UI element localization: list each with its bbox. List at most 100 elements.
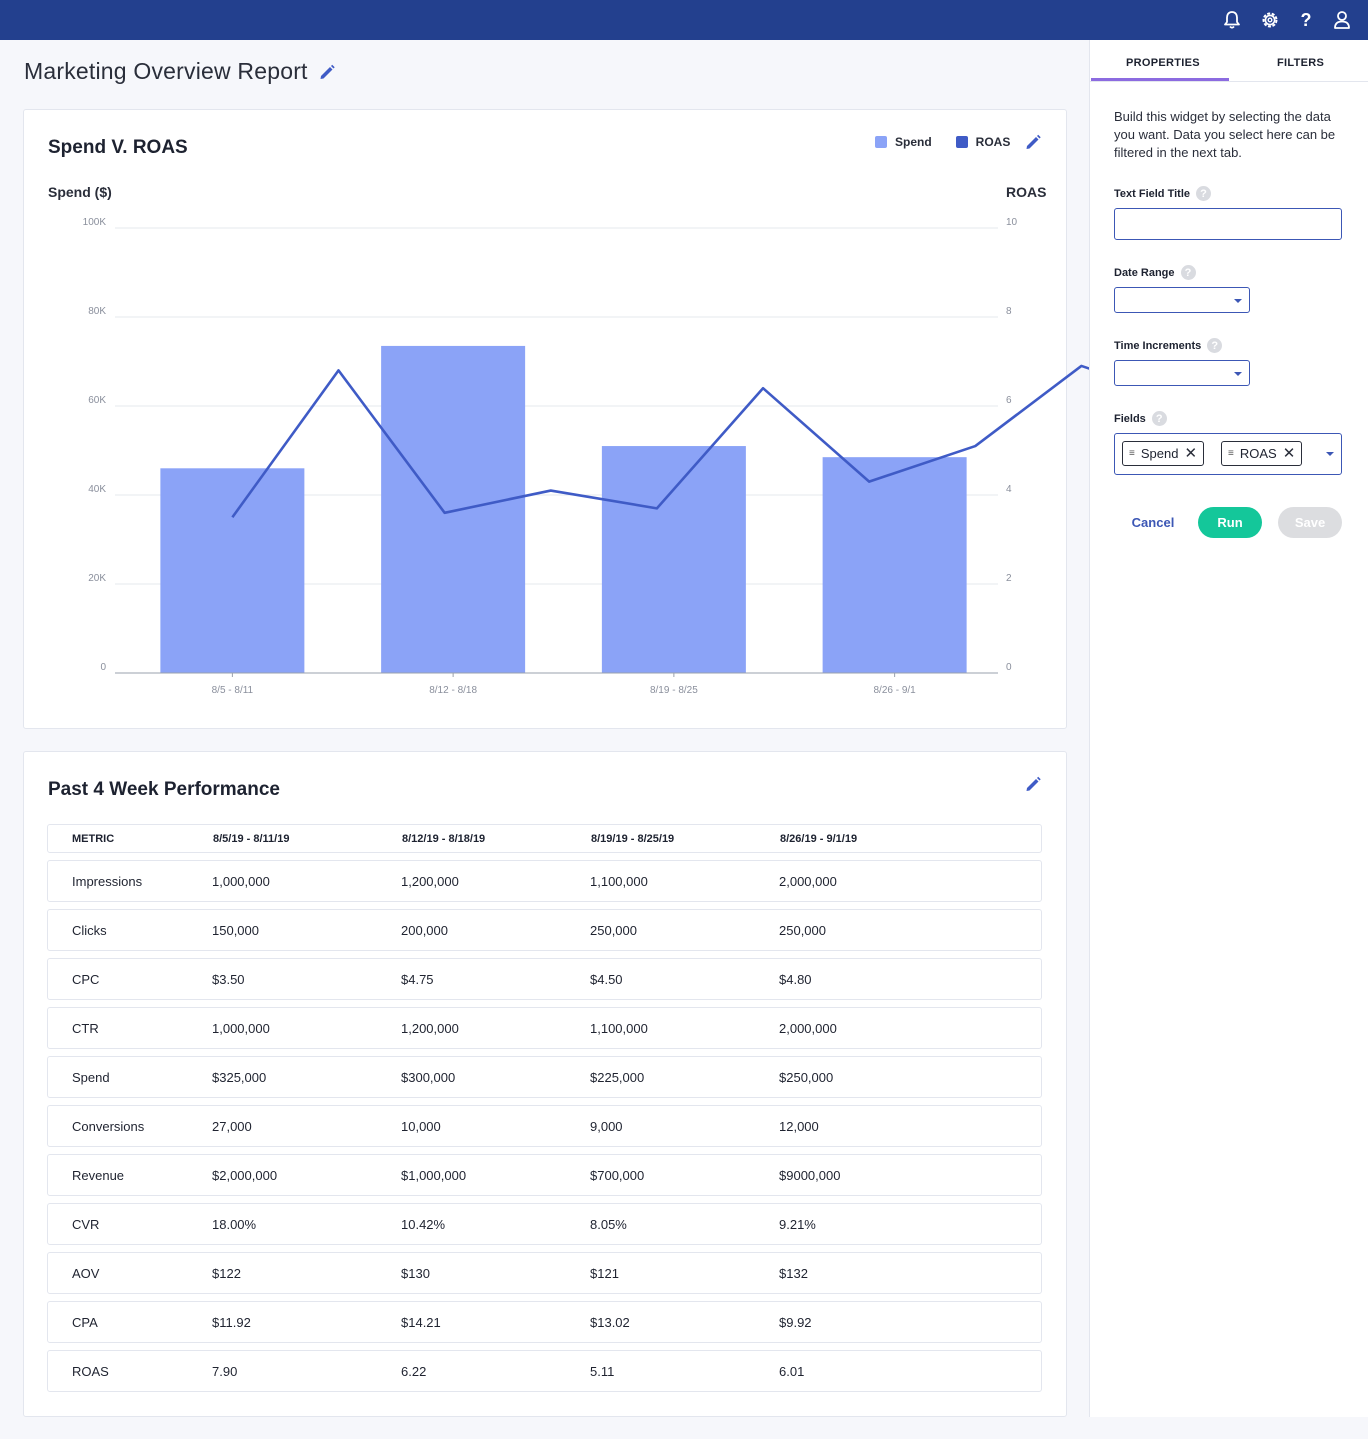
panel-description: Build this widget by selecting the data …: [1114, 109, 1336, 160]
x-axis-tick-label: 8/19 - 8/25: [650, 685, 698, 696]
table-row: Revenue $2,000,000 $1,000,000 $700,000 $…: [47, 1154, 1042, 1196]
tab-filters[interactable]: FILTERS: [1277, 57, 1325, 69]
time-increments-label: Time Increments ?: [1114, 338, 1223, 353]
table-row: Conversions 27,000 10,000 9,000 12,000: [47, 1105, 1042, 1147]
page-title: Marketing Overview Report: [24, 58, 308, 84]
table-row: Spend $325,000 $300,000 $225,000 $250,00…: [47, 1056, 1042, 1098]
table-row: Clicks 150,000 200,000 250,000 250,000: [47, 909, 1042, 951]
fields-label: Fields ?: [1114, 411, 1167, 426]
left-axis-title: Spend ($): [48, 184, 112, 200]
header-cell: 8/26/19 - 9/1/19: [780, 833, 858, 845]
metric-cell: Impressions: [72, 874, 143, 889]
chevron-down-icon[interactable]: [1326, 452, 1334, 456]
spend-bar: [822, 457, 967, 673]
left-axis-tick-label: 20K: [88, 573, 106, 584]
spend-bar: [381, 345, 526, 673]
right-axis-tick-label: 2: [1006, 573, 1012, 584]
bell-icon[interactable]: [1220, 8, 1244, 32]
top-navigation-bar: ?: [0, 0, 1368, 40]
x-axis-tick-label: 8/26 - 9/1: [873, 685, 916, 696]
value-cell: 250,000: [590, 923, 637, 938]
spend-legend-swatch: [875, 136, 887, 148]
value-cell: $14.21: [401, 1315, 441, 1330]
value-cell: 9.21%: [779, 1217, 816, 1232]
fields-multiselect[interactable]: ≡ Spend ✕ ≡ ROAS ✕: [1114, 433, 1342, 475]
remove-chip-close-icon[interactable]: ✕: [1184, 445, 1198, 462]
field-chip-label: ROAS: [1239, 446, 1277, 461]
table-header-row: METRIC 8/5/19 - 8/11/19 8/12/19 - 8/18/1…: [47, 824, 1042, 853]
text-field-title-label: Text Field Title ?: [1114, 186, 1211, 201]
value-cell: 2,000,000: [779, 1021, 837, 1036]
value-cell: $700,000: [590, 1168, 645, 1183]
right-axis-tick-label: 4: [1006, 484, 1012, 495]
field-chip-spend[interactable]: ≡ Spend ✕: [1122, 441, 1205, 466]
value-cell: 6.22: [401, 1364, 427, 1379]
value-cell: 1,100,000: [590, 874, 648, 889]
edit-table-pencil-icon[interactable]: [1024, 775, 1044, 795]
value-cell: 2,000,000: [779, 874, 837, 889]
drag-handle-icon[interactable]: ≡: [1129, 448, 1135, 459]
time-increments-select[interactable]: [1114, 360, 1250, 386]
table-row: Impressions 1,000,000 1,200,000 1,100,00…: [47, 860, 1042, 902]
left-axis-tick-label: 60K: [88, 395, 106, 406]
spend-roas-chart: 0 0 20K 2 40K 4 60K 6 80K 8 100K 10 8/5 - 8/11 8/12 -…: [83, 217, 1368, 696]
value-cell: 250,000: [779, 923, 826, 938]
table-row: CPA $11.92 $14.21 $13.02 $9.92: [47, 1301, 1042, 1343]
header-cell: METRIC: [72, 833, 115, 845]
edit-title-pencil-icon[interactable]: [318, 63, 336, 81]
value-cell: 27,000: [212, 1119, 252, 1134]
edit-chart-pencil-icon[interactable]: [1024, 133, 1044, 153]
roas-line: [231, 353, 1368, 519]
save-button[interactable]: Save: [1278, 507, 1342, 538]
value-cell: $11.92: [212, 1315, 251, 1330]
right-axis-tick-label: 0: [1006, 662, 1012, 673]
gear-icon[interactable]: [1258, 8, 1282, 32]
help-icon[interactable]: ?: [1207, 338, 1223, 353]
right-axis-tick-label: 8: [1006, 306, 1012, 317]
spend-legend-label: Spend: [895, 135, 932, 149]
value-cell: $250,000: [779, 1070, 834, 1085]
value-cell: 1,000,000: [212, 1021, 270, 1036]
spend-bar: [160, 468, 305, 673]
metric-cell: Clicks: [72, 923, 107, 938]
header-cell: 8/12/19 - 8/18/19: [402, 833, 486, 845]
metric-cell: Revenue: [72, 1168, 125, 1183]
help-icon[interactable]: ?: [1151, 411, 1167, 426]
tab-properties[interactable]: PROPERTIES: [1126, 57, 1200, 69]
table-title: Past 4 Week Performance: [48, 779, 280, 800]
table-row: CVR 18.00% 10.42% 8.05% 9.21%: [47, 1203, 1042, 1245]
page-header: Marketing Overview Report: [24, 58, 336, 85]
metric-cell: CPA: [72, 1315, 98, 1330]
remove-chip-close-icon[interactable]: ✕: [1282, 445, 1296, 462]
metric-cell: ROAS: [72, 1364, 109, 1379]
value-cell: 150,000: [212, 923, 259, 938]
value-cell: $325,000: [212, 1070, 267, 1085]
run-button[interactable]: Run: [1198, 507, 1262, 538]
value-cell: $3.50: [212, 972, 245, 987]
time-increments-label-text: Time Increments: [1114, 339, 1202, 352]
field-chip-roas[interactable]: ≡ ROAS ✕: [1221, 441, 1303, 466]
text-field-title-input[interactable]: [1114, 208, 1342, 240]
date-range-select[interactable]: [1114, 287, 1250, 313]
value-cell: $13.02: [590, 1315, 630, 1330]
value-cell: 1,100,000: [590, 1021, 648, 1036]
header-cell: 8/19/19 - 8/25/19: [591, 833, 675, 845]
value-cell: 6.01: [779, 1364, 805, 1379]
help-icon[interactable]: ?: [1180, 265, 1196, 280]
text-field-title-label-text: Text Field Title: [1114, 187, 1190, 200]
left-axis-tick-label: 0: [100, 662, 106, 673]
value-cell: 10,000: [401, 1119, 441, 1134]
value-cell: $9.92: [779, 1315, 812, 1330]
value-cell: 1,200,000: [401, 1021, 459, 1036]
help-icon[interactable]: ?: [1196, 186, 1211, 201]
help-icon[interactable]: ?: [1300, 9, 1312, 30]
cancel-button[interactable]: Cancel: [1131, 515, 1175, 530]
value-cell: $121: [590, 1266, 619, 1281]
right-axis-tick-label: 6: [1006, 395, 1012, 406]
tab-divider: [1090, 81, 1368, 82]
value-cell: $4.75: [401, 972, 434, 987]
drag-handle-icon[interactable]: ≡: [1228, 448, 1234, 459]
value-cell: $225,000: [590, 1070, 645, 1085]
user-icon[interactable]: [1330, 8, 1354, 32]
table-row: CPC $3.50 $4.75 $4.50 $4.80: [47, 958, 1042, 1000]
